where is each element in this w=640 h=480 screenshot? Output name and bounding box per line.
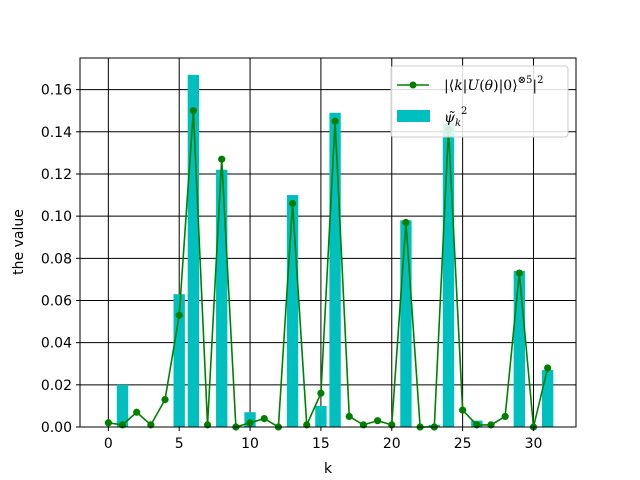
line-point [345, 412, 353, 421]
y-tick-label: 0.10 [41, 209, 72, 225]
y-tick-label: 0.14 [41, 125, 72, 141]
x-axis-ticks: 0 5 10 15 20 25 30 [104, 427, 543, 452]
line-point [374, 417, 382, 425]
line-point [246, 419, 254, 427]
bar [216, 169, 228, 428]
line-point [459, 406, 467, 414]
x-tick-label: 5 [175, 436, 184, 452]
line-point [175, 311, 183, 319]
bar [187, 74, 200, 428]
y-tick-label: 0.04 [41, 336, 72, 352]
bar [173, 294, 185, 427]
y-tick-label: 0.00 [41, 420, 72, 436]
line-point [544, 364, 552, 372]
bar [315, 405, 327, 427]
x-axis-label: k [324, 461, 333, 477]
line-point [402, 218, 410, 227]
legend-marker-swatch [409, 81, 417, 89]
x-tick-label: 0 [104, 436, 113, 452]
y-tick-label: 0.12 [41, 167, 72, 183]
line-point [288, 199, 297, 208]
legend-label-bar: ψ̃k2 [444, 106, 467, 129]
plot-frame [79, 57, 577, 428]
y-axis-ticks: 0.00 0.02 0.04 0.06 0.08 0.10 0.12 0.14 0.16 [41, 83, 80, 436]
y-axis-label: the value [11, 209, 27, 275]
line-point [260, 414, 268, 423]
bar [329, 112, 341, 427]
line-point [133, 408, 141, 416]
x-tick-label: 10 [241, 436, 259, 452]
line-point [104, 419, 112, 427]
bar [541, 370, 554, 427]
y-tick-label: 0.02 [41, 378, 72, 394]
bar [286, 195, 299, 427]
bar [400, 220, 412, 427]
bar [116, 384, 129, 427]
line-point [501, 412, 509, 421]
x-tick-label: 20 [383, 436, 401, 452]
line-point [218, 155, 226, 163]
y-tick-label: 0.08 [41, 251, 72, 267]
legend-bar-swatch [397, 110, 430, 122]
line-point [331, 117, 339, 125]
x-tick-label: 30 [525, 436, 543, 452]
bar [442, 123, 455, 427]
legend-label-line: |⟨k|U(θ)|0⟩⊗5|2 [444, 75, 544, 94]
line-point [189, 107, 197, 115]
legend-box [390, 65, 569, 138]
x-tick-label: 15 [312, 436, 330, 452]
line-point [161, 395, 169, 404]
legend: |⟨k|U(θ)|0⟩⊗5|2 ψ̃k2 [390, 65, 569, 138]
y-tick-label: 0.16 [41, 83, 72, 99]
y-tick-label: 0.06 [41, 293, 72, 309]
line-point [317, 389, 325, 397]
bar [513, 270, 525, 427]
x-tick-label: 25 [454, 436, 472, 452]
line-point [515, 269, 523, 277]
